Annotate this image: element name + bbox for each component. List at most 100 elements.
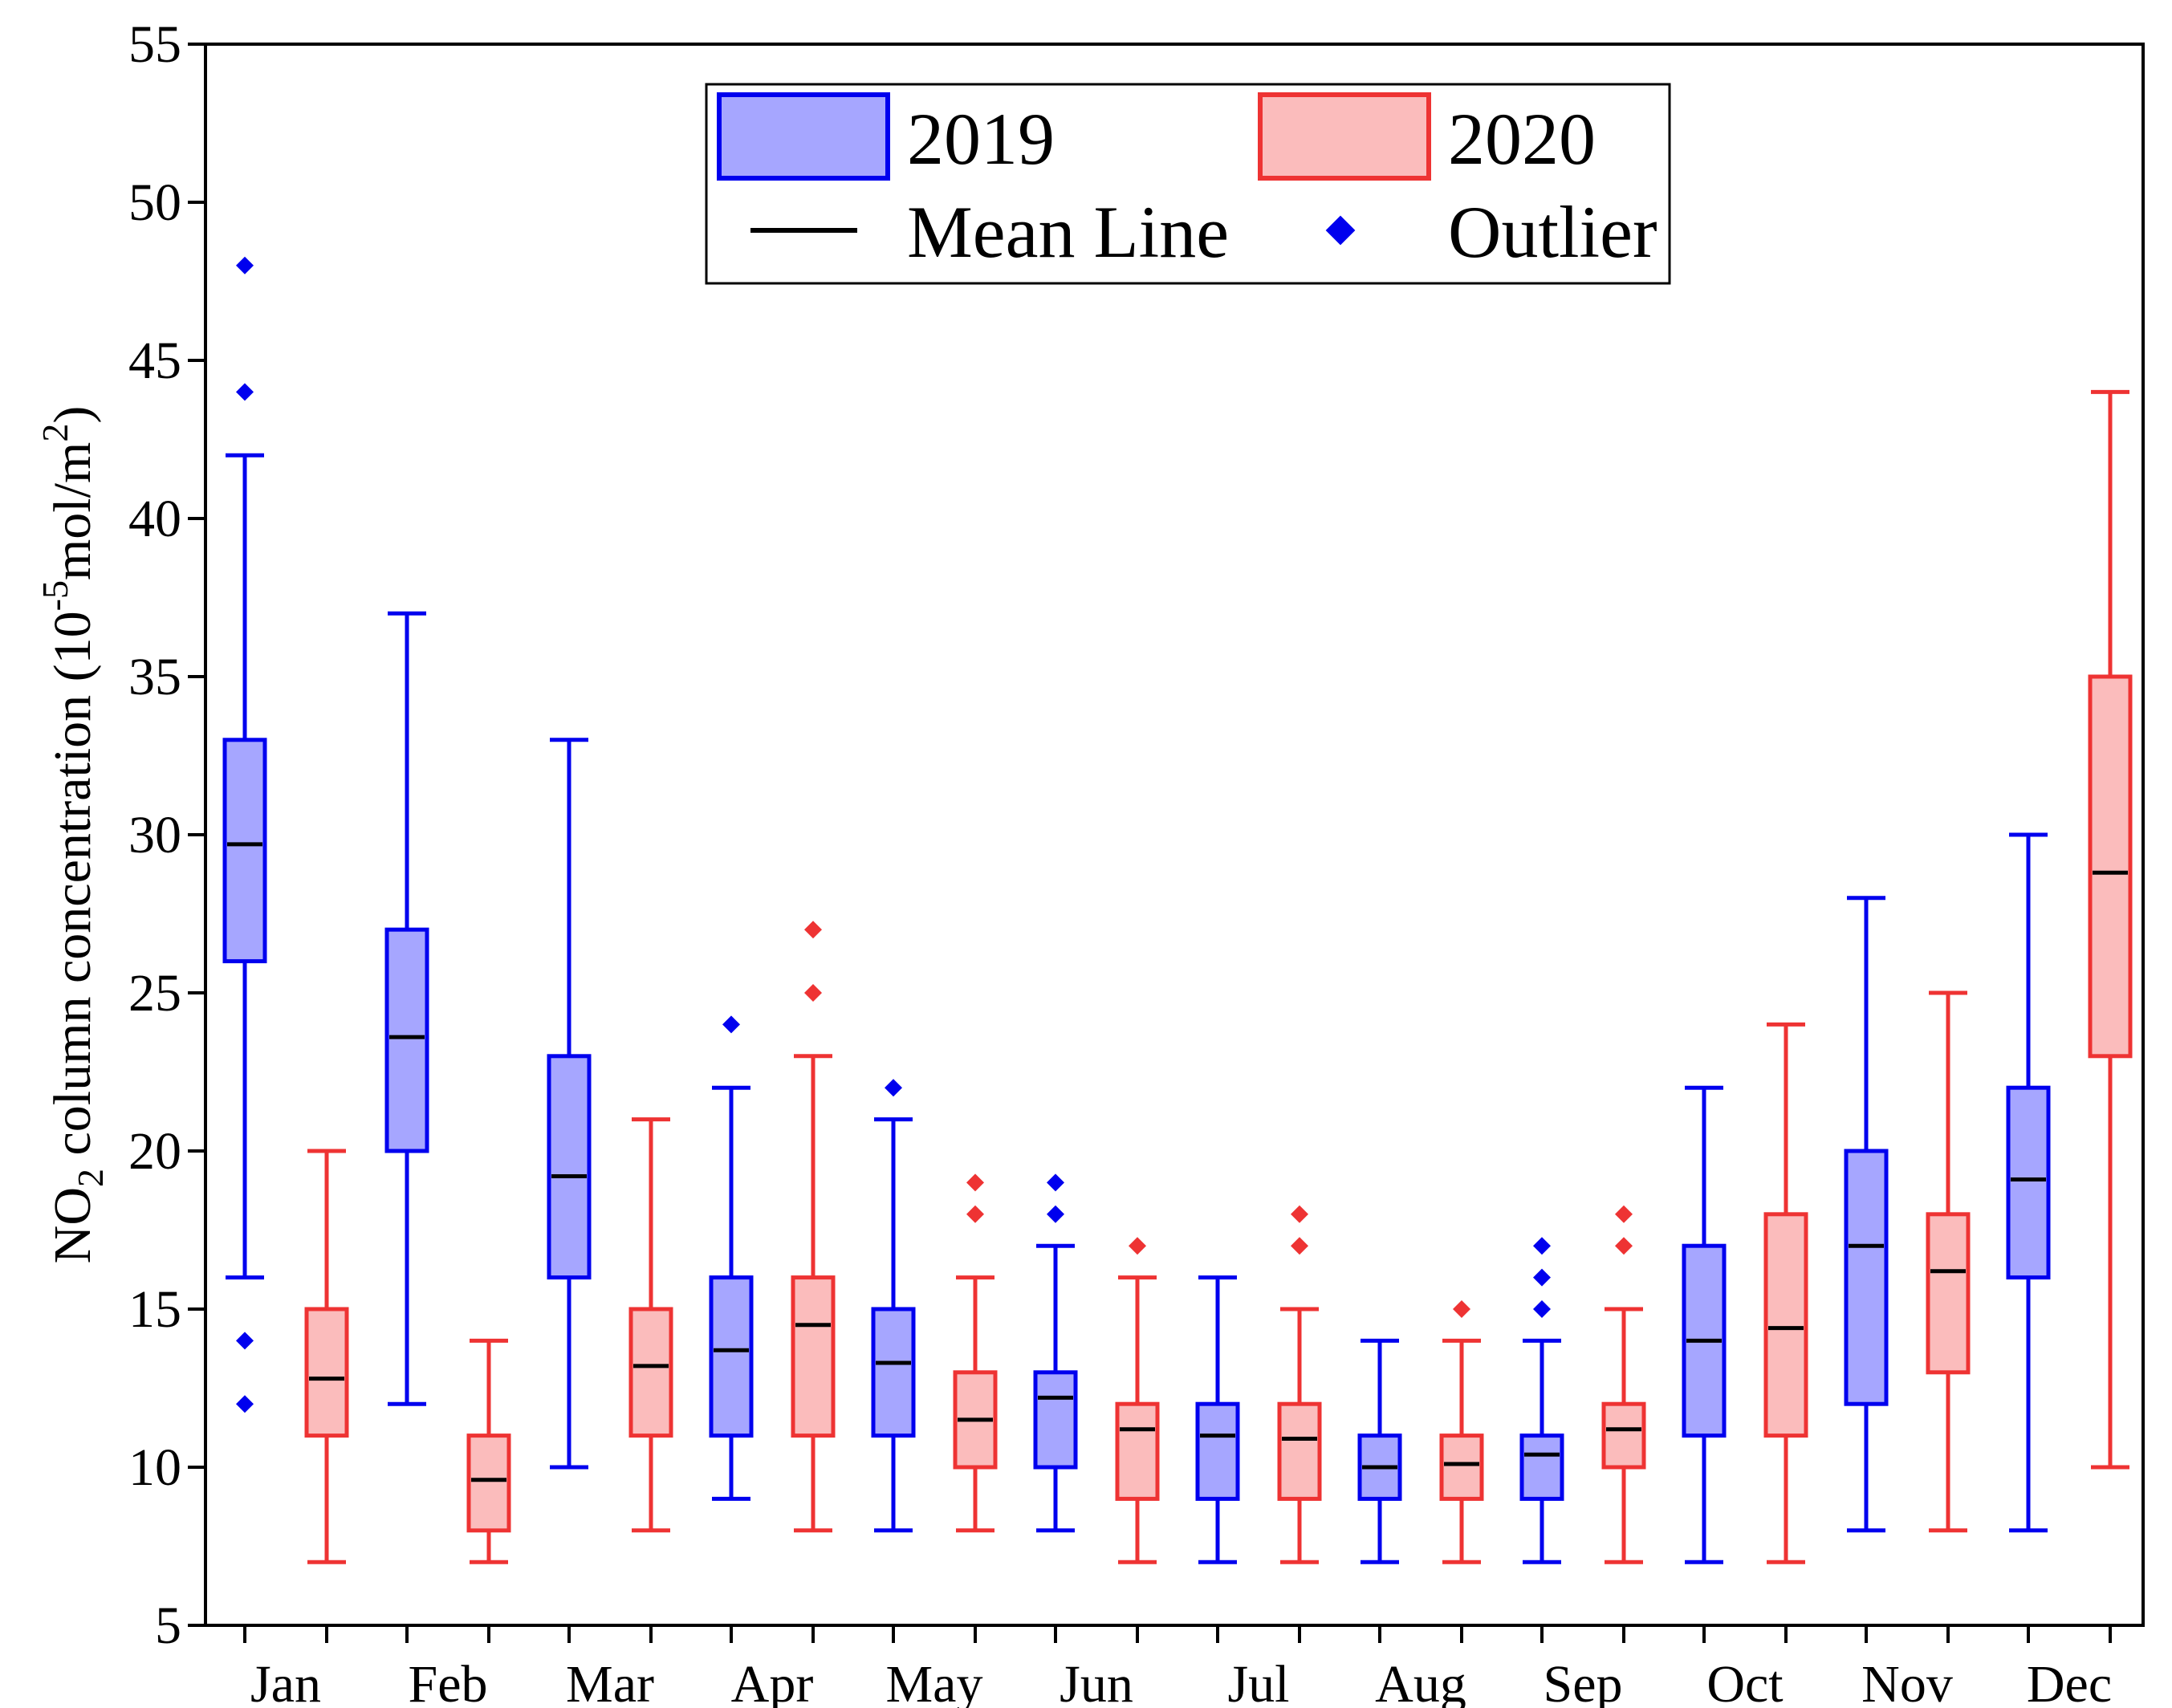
y-label-no: NO	[43, 1187, 102, 1263]
iqr-box	[709, 1275, 754, 1438]
iqr-box	[1763, 1212, 1808, 1438]
iqr-box	[304, 1307, 349, 1438]
outlier-point	[804, 921, 822, 939]
legend-label-2019: 2019	[907, 98, 1055, 180]
y-tick-label: 50	[128, 173, 181, 232]
outlier-point	[1453, 1300, 1470, 1318]
box-2020-Mar	[628, 1117, 673, 1533]
outlier-point	[1533, 1237, 1551, 1255]
month-label: Oct	[1706, 1655, 1783, 1708]
outlier-point	[1533, 1268, 1551, 1287]
box-2020-May	[953, 1173, 998, 1533]
y-label-sup2: 2	[35, 424, 75, 442]
iqr-box	[1844, 1149, 1889, 1406]
box-2019-Feb	[384, 611, 429, 1406]
box-2019-Nov	[1844, 896, 1889, 1533]
month-label: Sep	[1544, 1655, 1623, 1708]
outlier-point	[236, 256, 254, 274]
box-2020-Apr	[791, 921, 836, 1533]
month-label: Jun	[1060, 1655, 1133, 1708]
outlier-point	[966, 1173, 984, 1192]
legend: 2019 2020 Mean Line Outlier	[705, 83, 1671, 285]
box-2019-Jul	[1195, 1275, 1240, 1564]
iqr-box	[1519, 1434, 1564, 1501]
outlier-point	[885, 1079, 902, 1097]
outlier-point	[1047, 1173, 1064, 1192]
month-label: May	[886, 1655, 983, 1708]
iqr-box	[1601, 1401, 1646, 1470]
iqr-box	[1115, 1401, 1160, 1501]
outlier-point	[966, 1205, 984, 1223]
y-tick-label: 45	[128, 331, 181, 390]
box-groups	[222, 256, 2133, 1564]
box-2020-Feb	[466, 1338, 511, 1564]
iqr-box	[222, 738, 267, 964]
outlier-point	[1615, 1205, 1633, 1223]
box-2020-Jun	[1115, 1237, 1160, 1564]
y-tick-label: 35	[128, 648, 181, 706]
box-2020-Jan	[304, 1149, 349, 1564]
outlier-point	[1047, 1205, 1064, 1223]
y-axis: 5 10 15 20 25 30 35 40 45 50 55	[128, 15, 205, 1655]
box-2020-Dec	[2088, 389, 2133, 1470]
month-label: Jul	[1227, 1655, 1289, 1708]
outlier-point	[804, 984, 822, 1002]
month-label: Apr	[731, 1655, 814, 1708]
iqr-box	[466, 1434, 511, 1533]
box-2019-Jan	[222, 256, 267, 1413]
outlier-point	[722, 1015, 740, 1034]
outlier-point	[236, 1332, 254, 1350]
y-label-sub: 2	[70, 1169, 111, 1187]
iqr-box	[628, 1307, 673, 1438]
box-2019-Apr	[709, 1015, 754, 1501]
outlier-point	[1533, 1300, 1551, 1318]
box-2019-May	[871, 1079, 916, 1533]
iqr-box	[791, 1275, 836, 1438]
outlier-point	[1291, 1237, 1308, 1255]
box-2019-Jun	[1033, 1173, 1078, 1533]
iqr-box	[1195, 1401, 1240, 1501]
box-2020-Nov	[1926, 990, 1971, 1533]
y-tick-label: 10	[128, 1438, 181, 1497]
box-2020-Jul	[1277, 1205, 1322, 1564]
outlier-point	[236, 1395, 254, 1413]
y-tick-label: 20	[128, 1122, 181, 1181]
iqr-box	[1439, 1434, 1484, 1501]
outlier-point	[236, 383, 254, 401]
box-2019-Aug	[1357, 1338, 1402, 1564]
outlier-point	[1291, 1205, 1308, 1223]
legend-label-2020: 2020	[1448, 98, 1596, 180]
legend-swatch-2019	[717, 92, 890, 181]
y-tick-label: 30	[128, 806, 181, 864]
legend-swatch-2020	[1258, 92, 1431, 181]
x-axis: Jan Feb Mar Apr May Jun Jul Aug Sep Oct Nov Dec	[243, 1625, 2112, 1708]
iqr-box	[2006, 1085, 2051, 1280]
box-2020-Aug	[1439, 1300, 1484, 1564]
month-label: Aug	[1375, 1655, 1466, 1708]
y-label-sup1: -5	[35, 580, 75, 611]
box-2019-Mar	[547, 738, 592, 1470]
iqr-box	[1277, 1401, 1322, 1501]
y-axis-label: NO2 column concentration (10-5mol/m2)	[35, 406, 111, 1264]
month-label: Feb	[409, 1655, 488, 1708]
month-label: Mar	[566, 1655, 654, 1708]
legend-label-mean: Mean Line	[907, 191, 1229, 273]
y-tick-label: 15	[128, 1280, 181, 1339]
y-tick-label: 5	[155, 1596, 181, 1655]
iqr-box	[871, 1307, 916, 1438]
month-label: Dec	[2027, 1655, 2112, 1708]
box-2019-Dec	[2006, 832, 2051, 1533]
month-label: Nov	[1861, 1655, 1953, 1708]
y-tick-label: 25	[128, 964, 181, 1023]
outlier-point	[1615, 1237, 1633, 1255]
y-tick-label: 40	[128, 490, 181, 548]
legend-label-outlier: Outlier	[1448, 191, 1657, 273]
iqr-box	[1926, 1212, 1971, 1375]
y-tick-label: 55	[128, 15, 181, 74]
iqr-box	[547, 1054, 592, 1280]
iqr-box	[1033, 1370, 1078, 1470]
box-2019-Oct	[1682, 1085, 1727, 1564]
outlier-point	[1129, 1237, 1146, 1255]
y-label-mid: column concentration (10	[43, 611, 102, 1169]
